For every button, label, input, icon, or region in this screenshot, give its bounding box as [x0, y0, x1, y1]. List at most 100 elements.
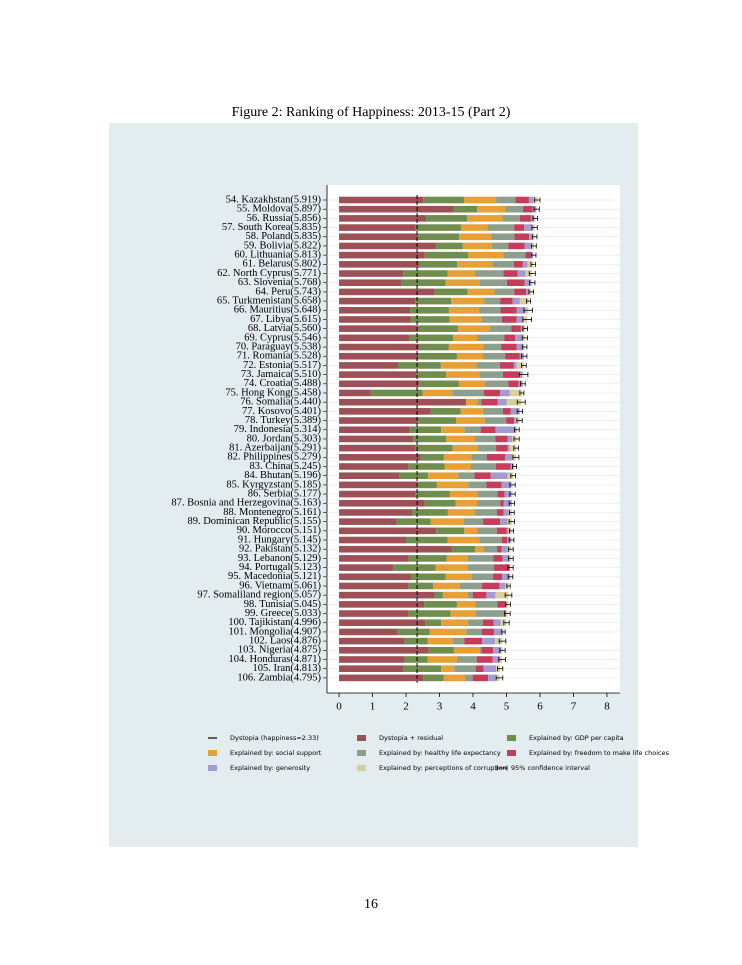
- bar-segment: [482, 629, 494, 636]
- bar-segment: [339, 656, 405, 663]
- bar-segment: [507, 436, 512, 443]
- bar-segment: [477, 500, 500, 507]
- legend-label: Explained by: GDP per capita: [529, 734, 624, 742]
- bar-segment: [339, 381, 419, 388]
- bar-segment: [454, 206, 477, 213]
- legend-swatch: [507, 735, 516, 741]
- bar-segment: [481, 316, 501, 323]
- bar-segment: [514, 289, 526, 296]
- bar-segment: [413, 436, 446, 443]
- bar-segment: [483, 408, 503, 415]
- bar-segment: [488, 675, 495, 682]
- bar-segment: [477, 335, 504, 342]
- bar-segment: [503, 408, 511, 415]
- bar-segment: [339, 675, 423, 682]
- bar-segment: [457, 261, 492, 268]
- bar-segment: [436, 528, 464, 535]
- bar-segment: [525, 252, 530, 259]
- bar-segment: [515, 335, 523, 342]
- bar-segment: [476, 665, 484, 672]
- bar-segment: [428, 472, 458, 479]
- bar-segment: [397, 629, 430, 636]
- bar-segment: [405, 638, 428, 645]
- bar-segment: [418, 482, 437, 489]
- bar-segment: [446, 436, 475, 443]
- bar-segment: [487, 454, 505, 461]
- bar-segment: [339, 564, 393, 571]
- legend-swatch: [208, 750, 217, 756]
- bar-segment: [466, 399, 477, 406]
- bar-segment: [473, 592, 487, 599]
- bar-segment: [401, 279, 446, 286]
- bar-segment: [339, 583, 408, 590]
- bar-segment: [463, 518, 483, 525]
- bar-segment: [339, 353, 418, 360]
- bar-segment: [516, 197, 529, 204]
- bar-segment: [472, 573, 493, 580]
- bar-segment: [339, 270, 403, 277]
- bar-segment: [481, 399, 497, 406]
- bar-segment: [468, 289, 495, 296]
- bar-segment: [484, 298, 500, 305]
- bar-segment: [508, 243, 524, 250]
- bar-segment: [436, 243, 462, 250]
- bar-segment: [419, 344, 449, 351]
- bar-segment: [400, 472, 428, 479]
- bar-segment: [477, 528, 497, 535]
- bar-segment: [471, 463, 496, 470]
- bar-segment: [339, 647, 428, 654]
- bar-segment: [450, 316, 482, 323]
- bar-segment: [450, 491, 477, 498]
- bar-segment: [409, 335, 453, 342]
- bar-segment: [494, 564, 509, 571]
- bar-segment: [523, 206, 533, 213]
- bar-segment: [464, 426, 480, 433]
- bar-segment: [339, 243, 436, 250]
- bar-segment: [339, 197, 423, 204]
- bar-segment: [428, 638, 453, 645]
- bar-segment: [423, 675, 443, 682]
- bar-segment: [339, 335, 409, 342]
- x-tick-label: 8: [604, 701, 610, 713]
- figure-title: Figure 2: Ranking of Happiness: 2013-15 …: [232, 105, 511, 120]
- bar-segment: [497, 491, 504, 498]
- bar-segment: [441, 426, 464, 433]
- bar-segment: [339, 610, 409, 617]
- bar-segment: [456, 417, 484, 424]
- bar-segment: [428, 656, 457, 663]
- bar-segment: [371, 390, 423, 397]
- bar-segment: [459, 233, 491, 240]
- bar-segment: [464, 638, 482, 645]
- bar-segment: [426, 215, 467, 222]
- bar-segment: [468, 592, 473, 599]
- bar-segment: [491, 472, 508, 479]
- bar-segment: [490, 325, 511, 332]
- bar-segment: [461, 408, 483, 415]
- bar-segment: [493, 555, 502, 562]
- bar-segment: [500, 362, 514, 369]
- bar-segment: [482, 638, 495, 645]
- x-tick-label: 5: [504, 701, 510, 713]
- bar-segment: [339, 518, 397, 525]
- bar-segment: [430, 629, 466, 636]
- bar-segment: [468, 619, 483, 626]
- bar-segment: [494, 629, 502, 636]
- bar-segment: [423, 390, 452, 397]
- x-tick-label: 6: [537, 701, 543, 713]
- bar-segment: [505, 206, 523, 213]
- bar-segment: [457, 601, 475, 608]
- bar-segment: [339, 215, 426, 222]
- legend-label: Dystopia (happiness=2.33): [230, 734, 319, 742]
- bar-segment: [393, 564, 436, 571]
- bar-segment: [408, 463, 444, 470]
- bar-segment: [518, 270, 526, 277]
- bar-segment: [339, 289, 435, 296]
- bar-segment: [451, 610, 476, 617]
- bar-segment: [485, 417, 506, 424]
- bar-segment: [523, 261, 528, 268]
- bar-segment: [467, 215, 502, 222]
- bar-segment: [423, 197, 464, 204]
- bar-segment: [435, 289, 468, 296]
- bar-segment: [415, 491, 449, 498]
- legend-swatch: [507, 750, 516, 756]
